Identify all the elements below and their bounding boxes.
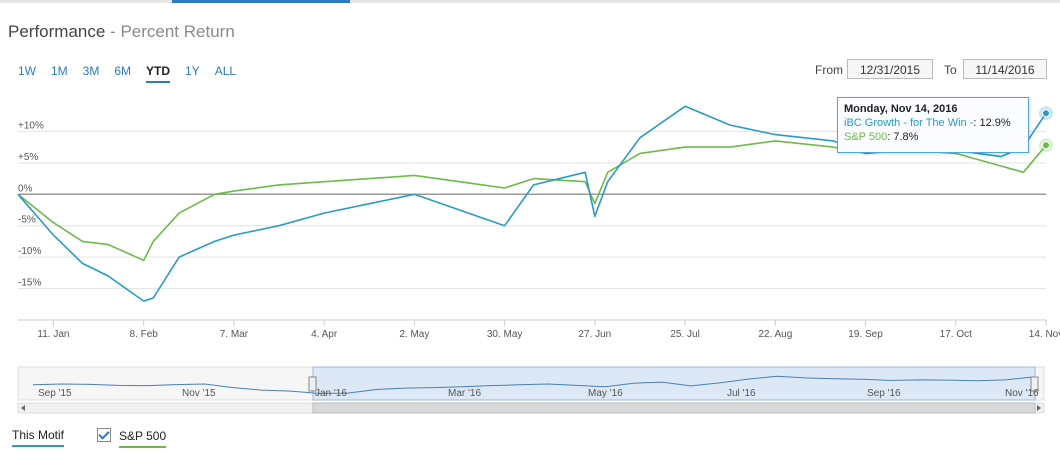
- range-selector: 1W 1M 3M 6M YTD 1Y ALL: [18, 63, 251, 83]
- navigator-date-label: Nov '16: [1005, 388, 1039, 399]
- range-button-6m[interactable]: 6M: [114, 64, 132, 78]
- range-button-1m[interactable]: 1M: [51, 64, 68, 78]
- active-tab-indicator: [172, 0, 350, 3]
- tooltip-date: Monday, Nov 14, 2016: [844, 103, 958, 115]
- range-button-1w[interactable]: 1W: [18, 64, 36, 78]
- to-date-input[interactable]: 11/14/2016: [963, 59, 1047, 79]
- navigator-date-label: Jan '16: [315, 388, 347, 399]
- x-tick-label: 27. Jun: [578, 329, 611, 340]
- y-tick-label: -15%: [18, 278, 41, 289]
- navigator-right-handle[interactable]: [1030, 376, 1039, 392]
- range-button-all[interactable]: ALL: [214, 64, 237, 78]
- navigator-date-label: Jul '16: [727, 388, 756, 399]
- navigator-date-label: Sep '15: [38, 388, 72, 399]
- x-tick-label: 2. May: [399, 329, 429, 340]
- end-marker-motif: [1042, 109, 1050, 118]
- x-tick-label: 19. Sep: [848, 329, 883, 340]
- range-button-1y[interactable]: 1Y: [185, 64, 200, 78]
- title-subtitle: - Percent Return: [110, 22, 235, 41]
- legend-this-motif[interactable]: This Motif: [12, 428, 65, 447]
- navigator: Sep '15 Nov '15 Jan '16 Mar '16 May '16 Jul '…: [17, 366, 1045, 414]
- x-tick-label: 22. Aug: [758, 329, 792, 340]
- x-tick-label: 17. Oct: [940, 329, 972, 340]
- range-button-ytd[interactable]: YTD: [146, 63, 171, 83]
- title-main: Performance: [8, 22, 106, 41]
- x-tick-label: 8. Feb: [130, 329, 159, 340]
- navigator-left-handle[interactable]: [308, 376, 317, 392]
- x-tick-label: 25. Jul: [670, 329, 699, 340]
- chart-title: Performance - Percent Return: [8, 22, 235, 42]
- top-tab-bar: [0, 0, 1060, 3]
- to-label: To: [944, 63, 957, 77]
- legend-sp500-label: S&P 500: [119, 429, 167, 448]
- x-tick-label: 30. May: [487, 329, 523, 340]
- scroll-left-arrow-icon[interactable]: [21, 405, 25, 411]
- chart-tooltip: Monday, Nov 14, 2016 iBC Growth - for Th…: [837, 97, 1029, 153]
- series-line-sp500: [17, 140, 1047, 262]
- y-tick-label: +5%: [18, 152, 38, 163]
- legend-sp500[interactable]: S&P 500: [97, 428, 167, 448]
- navigator-date-label: Mar '16: [448, 388, 481, 399]
- tooltip-series1-name: iBC Growth - for The Win -: [844, 117, 974, 129]
- x-axis-labels: 11. Jan 8. Feb 7. Mar 4. Apr 2. May 30. May 27…: [37, 320, 1060, 340]
- y-axis-labels: +10% +5% 0% -5% -10% -15%: [18, 120, 44, 288]
- tooltip-series1-value: : 12.9%: [973, 117, 1011, 129]
- from-date-input[interactable]: 12/31/2015: [847, 59, 933, 79]
- y-tick-label: 0%: [18, 183, 33, 194]
- navigator-date-label: May '16: [588, 388, 623, 399]
- range-button-3m[interactable]: 3M: [82, 64, 100, 78]
- y-tick-label: -5%: [18, 215, 36, 226]
- x-tick-label: 14. Nov: [1029, 329, 1060, 340]
- navigator-date-label: Sep '16: [867, 388, 901, 399]
- x-tick-label: 4. Apr: [311, 329, 338, 340]
- navigator-series-line: [32, 375, 1035, 394]
- chart-grid: [18, 130, 1046, 321]
- tooltip-series2-name: S&P 500: [844, 131, 888, 143]
- end-marker-sp500: [1042, 141, 1050, 150]
- tooltip-series2-value: : 7.8%: [887, 131, 919, 143]
- y-tick-label: +10%: [18, 120, 44, 131]
- navigator-scroll-thumb[interactable]: [312, 402, 1036, 414]
- chart-end-markers: [1039, 106, 1053, 153]
- y-tick-label: -10%: [18, 246, 41, 257]
- x-tick-label: 11. Jan: [37, 329, 69, 340]
- navigator-date-label: Nov '15: [182, 388, 216, 399]
- from-label: From: [815, 63, 843, 77]
- sp500-checkbox[interactable]: [97, 428, 111, 442]
- x-tick-label: 7. Mar: [220, 329, 249, 340]
- scroll-right-arrow-icon[interactable]: [1037, 405, 1041, 411]
